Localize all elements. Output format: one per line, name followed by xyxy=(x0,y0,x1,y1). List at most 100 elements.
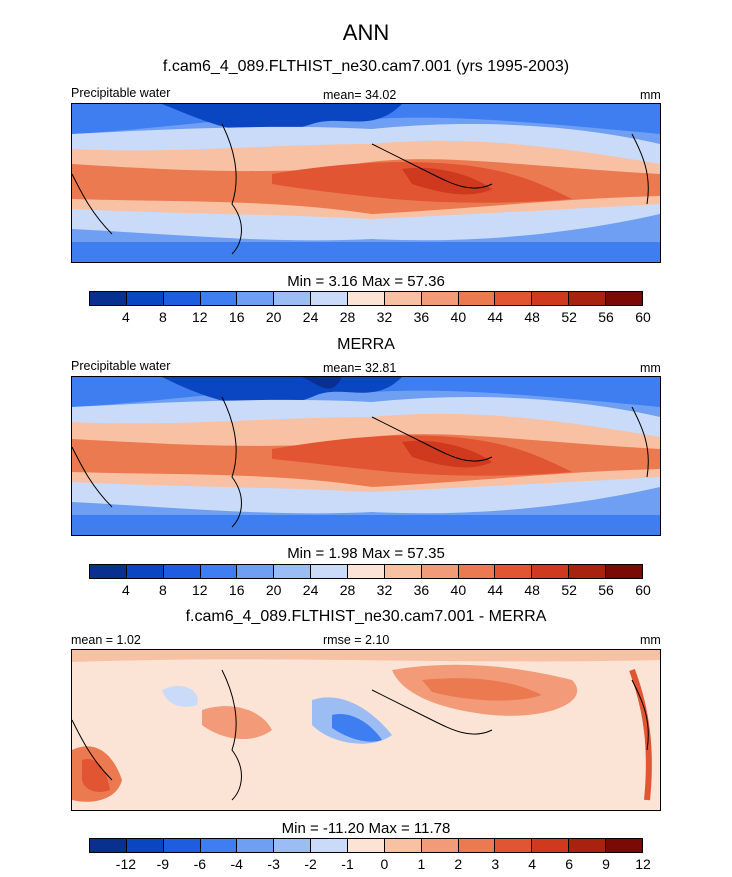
colorbar-swatch xyxy=(200,839,238,852)
colorbar-tick-label: 8 xyxy=(158,582,167,598)
colorbar-tick-label: 20 xyxy=(265,309,282,325)
colorbar-swatch xyxy=(163,565,201,578)
colorbar-swatch xyxy=(532,565,570,578)
panel-1-map xyxy=(71,103,661,263)
colorbar-swatch xyxy=(495,839,533,852)
panel-1-map-field xyxy=(72,104,660,262)
panel-2-center-label: mean= 32.81 xyxy=(323,361,397,375)
panel-2-map-field xyxy=(72,377,660,535)
colorbar-tick-label: -12 xyxy=(115,856,137,872)
colorbar-swatch xyxy=(126,839,164,852)
panel-3-map xyxy=(71,649,661,811)
colorbar-swatch xyxy=(384,565,422,578)
panel-2-right-label: mm xyxy=(640,361,661,375)
colorbar-swatch xyxy=(274,839,312,852)
colorbar-tick-label: -9 xyxy=(156,856,170,872)
panel-2-minmax: Min = 1.98 Max = 57.35 xyxy=(287,545,445,562)
colorbar-tick-label: 28 xyxy=(339,309,356,325)
colorbar-tick-label: 52 xyxy=(561,582,577,598)
colorbar-swatch xyxy=(348,292,385,305)
panel-1-center-label: mean= 34.02 xyxy=(323,88,397,102)
colorbar-tick-label: 40 xyxy=(450,582,467,598)
colorbar-tick-label: 28 xyxy=(339,582,356,598)
colorbar-swatch xyxy=(532,292,570,305)
panel-3-right-label: mm xyxy=(640,633,661,647)
panel-1-minmax: Min = 3.16 Max = 57.36 xyxy=(287,273,445,290)
colorbar-swatch xyxy=(163,292,201,305)
colorbar-tick-label: 32 xyxy=(376,582,393,598)
colorbar-tick-label: 12 xyxy=(192,309,208,325)
colorbar-swatch xyxy=(421,565,459,578)
colorbar-tick-label: -6 xyxy=(193,856,207,872)
colorbar-swatch xyxy=(458,292,496,305)
colorbar-tick-label: 8 xyxy=(158,309,167,325)
colorbar-swatch xyxy=(458,565,496,578)
colorbar-swatch xyxy=(606,292,642,305)
colorbar-tick-label: -3 xyxy=(267,856,280,872)
colorbar-swatch xyxy=(274,565,312,578)
figure-title: ANN xyxy=(342,20,390,45)
colorbar-tick-label: 56 xyxy=(598,309,614,325)
colorbar-tick-label: 20 xyxy=(265,582,282,598)
colorbar-tick-label: 56 xyxy=(598,582,614,598)
colorbar-tick-label: 44 xyxy=(487,582,504,598)
colorbar-swatch xyxy=(569,292,607,305)
colorbar-tick-label: 44 xyxy=(487,309,504,325)
colorbar-swatch xyxy=(458,839,496,852)
colorbar-tick-label: 60 xyxy=(635,582,651,598)
colorbar-tick-label: -4 xyxy=(230,856,243,872)
panel-3-colorbar-ticks: -12 -9 -6 -4 -3 -2 -1 0 1 2 3 4 6 9 12 xyxy=(89,856,651,874)
panel-2-title: MERRA xyxy=(337,336,395,353)
colorbar-tick-label: -2 xyxy=(304,856,317,872)
colorbar-swatch xyxy=(90,839,127,852)
colorbar-tick-label: -1 xyxy=(341,856,354,872)
colorbar-tick-label: 4 xyxy=(122,309,130,325)
colorbar-swatch xyxy=(311,565,349,578)
panel-3-center-label: rmse = 2.10 xyxy=(323,633,390,647)
colorbar-swatch xyxy=(237,565,275,578)
colorbar-swatch xyxy=(90,292,127,305)
colorbar-tick-label: 40 xyxy=(450,309,467,325)
colorbar-tick-label: 1 xyxy=(417,856,426,872)
colorbar-swatch xyxy=(237,292,275,305)
colorbar-tick-label: 12 xyxy=(635,856,651,872)
colorbar-swatch xyxy=(606,565,642,578)
colorbar-swatch xyxy=(200,565,238,578)
colorbar-swatch xyxy=(421,292,459,305)
colorbar-tick-label: 6 xyxy=(565,856,574,872)
colorbar-swatch xyxy=(274,292,312,305)
colorbar-tick-label: 48 xyxy=(524,582,540,598)
colorbar-tick-label: 2 xyxy=(454,856,463,872)
colorbar-swatch xyxy=(200,292,238,305)
colorbar-tick-label: 52 xyxy=(561,309,577,325)
colorbar-swatch xyxy=(311,839,349,852)
panel-3-minmax: Min = -11.20 Max = 11.78 xyxy=(281,820,451,837)
colorbar-tick-label: 32 xyxy=(376,309,393,325)
panel-1-title: f.cam6_4_089.FLTHIST_ne30.cam7.001 (yrs … xyxy=(162,58,570,75)
colorbar-tick-label: 3 xyxy=(491,856,500,872)
panel-2-colorbar-ticks: 4 8 12 16 20 24 28 32 36 40 44 48 52 56 60 xyxy=(89,582,651,600)
colorbar-swatch xyxy=(126,565,164,578)
colorbar-tick-label: 16 xyxy=(228,582,245,598)
panel-3-left-label: mean = 1.02 xyxy=(71,633,141,647)
panel-2-colorbar xyxy=(89,564,643,579)
panel-3-title: f.cam6_4_089.FLTHIST_ne30.cam7.001 - MER… xyxy=(185,608,547,625)
colorbar-swatch xyxy=(384,839,422,852)
colorbar-tick-label: 4 xyxy=(528,856,537,872)
colorbar-tick-label: 60 xyxy=(635,309,651,325)
colorbar-tick-label: 16 xyxy=(228,309,245,325)
colorbar-swatch xyxy=(311,292,349,305)
panel-2-left-label: Precipitable water xyxy=(71,359,171,373)
panel-1-left-label: Precipitable water xyxy=(71,86,171,100)
colorbar-tick-label: 36 xyxy=(413,309,430,325)
colorbar-tick-label: 24 xyxy=(302,582,319,598)
colorbar-swatch xyxy=(532,839,570,852)
panel-1-right-label: mm xyxy=(640,88,661,102)
colorbar-swatch xyxy=(569,839,607,852)
colorbar-swatch xyxy=(237,839,275,852)
panel-3-map-field xyxy=(72,650,660,810)
colorbar-swatch xyxy=(569,565,607,578)
panel-2-map xyxy=(71,376,661,536)
colorbar-tick-label: 9 xyxy=(602,856,610,872)
colorbar-swatch xyxy=(421,839,459,852)
